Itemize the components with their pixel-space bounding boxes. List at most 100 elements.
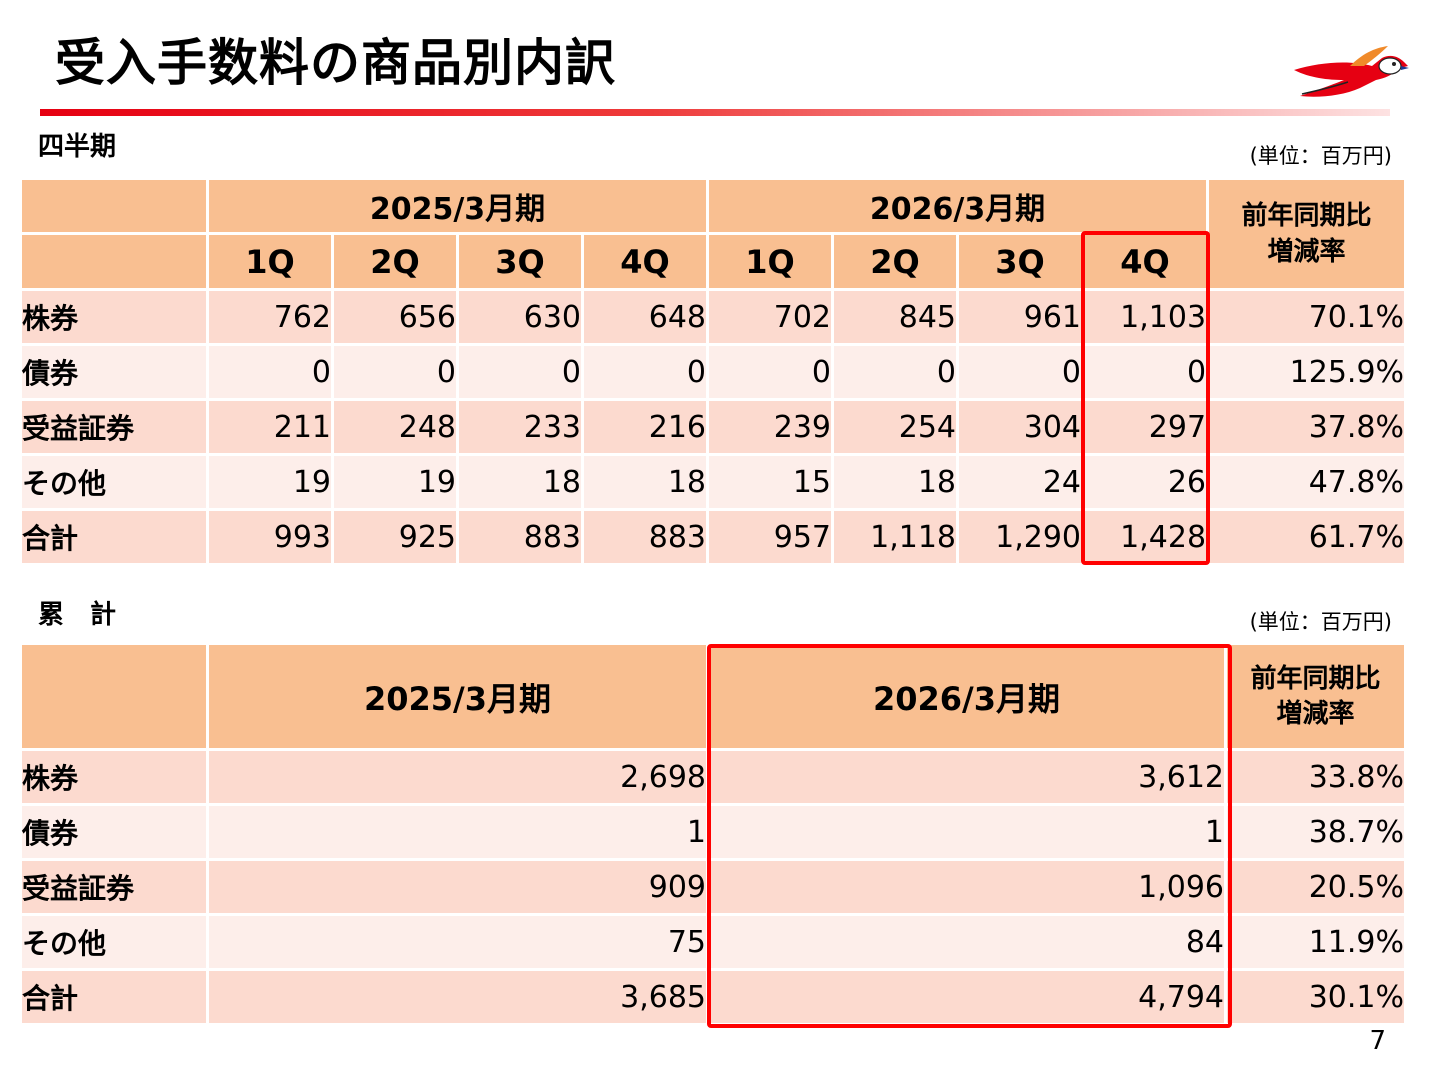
yoy-header-line2: 増減率 [1276, 698, 1355, 729]
table-cell: 1,290 [959, 511, 1085, 566]
row-label: 債券 [22, 806, 209, 861]
table-cell: 1,118 [834, 511, 960, 566]
table-cell: 702 [709, 291, 835, 346]
row-label: 株券 [22, 291, 209, 346]
table-cell: 297 [1084, 401, 1210, 456]
table-cell: 254 [834, 401, 960, 456]
table-cell: 961 [959, 291, 1085, 346]
row-label: 株券 [22, 751, 209, 806]
yoy-cell: 125.9% [1209, 346, 1408, 401]
table-cell: 19 [334, 456, 459, 511]
table-row: 合計 993 925 883 883 957 1,118 1,290 1,428… [22, 511, 1408, 566]
yoy-header: 前年同期比 増減率 [1227, 645, 1407, 751]
table-cell: 925 [334, 511, 459, 566]
row-label: その他 [22, 456, 209, 511]
table-cell: 216 [584, 401, 710, 456]
cumulative-table: 2025/3月期 2026/3月期 前年同期比 増減率 株券 2,698 3,6… [22, 645, 1407, 1026]
table-cell: 3,612 [709, 751, 1227, 806]
yoy-cell: 20.5% [1227, 861, 1407, 916]
table-cell: 1 [209, 806, 709, 861]
cumulative-unit-label: (単位：百万円) [1249, 610, 1392, 634]
table-cell: 0 [959, 346, 1085, 401]
quarter-header: 2Q [334, 235, 459, 291]
highlight-4q-column [1081, 231, 1210, 565]
yoy-header-line1: 前年同期比 [1250, 663, 1381, 694]
quarter-header: 2Q [834, 235, 960, 291]
table-cell: 75 [209, 916, 709, 971]
row-label: 合計 [22, 971, 209, 1026]
yoy-cell: 37.8% [1209, 401, 1408, 456]
yoy-header-line1: 前年同期比 [1241, 201, 1372, 231]
table-cell: 248 [334, 401, 459, 456]
yoy-cell: 33.8% [1227, 751, 1407, 806]
page-number: 7 [1369, 1026, 1386, 1056]
quarter-header: 4Q [1084, 235, 1210, 291]
table-cell: 18 [584, 456, 710, 511]
table-row: 受益証券 211 248 233 216 239 254 304 297 37.… [22, 401, 1408, 456]
table-cell: 993 [209, 511, 334, 566]
table-row: その他 75 84 11.9% [22, 916, 1407, 971]
table-cell: 304 [959, 401, 1085, 456]
quarterly-section-label: 四半期 [38, 132, 117, 162]
table-cell: 648 [584, 291, 710, 346]
row-label: 受益証券 [22, 861, 209, 916]
table-cell: 233 [459, 401, 584, 456]
yoy-cell: 11.9% [1227, 916, 1407, 971]
title-underline [40, 109, 1390, 116]
row-label: 合計 [22, 511, 209, 566]
table-cell: 909 [209, 861, 709, 916]
bird-logo-icon [1294, 46, 1409, 97]
table-cell: 2,698 [209, 751, 709, 806]
table-cell: 883 [459, 511, 584, 566]
period-header-2026: 2026/3月期 [709, 645, 1227, 751]
corner-header [22, 180, 209, 235]
table-cell: 630 [459, 291, 584, 346]
table-row: 受益証券 909 1,096 20.5% [22, 861, 1407, 916]
yoy-cell: 70.1% [1209, 291, 1408, 346]
yoy-cell: 30.1% [1227, 971, 1407, 1026]
yoy-cell: 61.7% [1209, 511, 1408, 566]
quarter-header: 4Q [584, 235, 710, 291]
page-title: 受入手数料の商品別内訳 [55, 34, 616, 92]
quarter-header: 1Q [709, 235, 835, 291]
table-cell: 19 [209, 456, 334, 511]
yoy-header-line2: 増減率 [1267, 237, 1346, 267]
yoy-cell: 38.7% [1227, 806, 1407, 861]
table-cell: 211 [209, 401, 334, 456]
period-header-2025: 2025/3月期 [209, 180, 710, 235]
table-cell: 0 [584, 346, 710, 401]
table-cell: 0 [209, 346, 334, 401]
quarter-header: 3Q [459, 235, 584, 291]
table-row: 株券 762 656 630 648 702 845 961 1,103 70.… [22, 291, 1408, 346]
table-cell: 883 [584, 511, 710, 566]
table-row: 債券 1 1 38.7% [22, 806, 1407, 861]
table-cell: 26 [1084, 456, 1210, 511]
table-cell: 18 [834, 456, 960, 511]
table-cell: 0 [459, 346, 584, 401]
table-row: 合計 3,685 4,794 30.1% [22, 971, 1407, 1026]
row-label: 債券 [22, 346, 209, 401]
highlight-2026-column [707, 644, 1232, 1028]
yoy-cell: 47.8% [1209, 456, 1408, 511]
table-cell: 84 [709, 916, 1227, 971]
table-cell: 0 [834, 346, 960, 401]
table-cell: 1,103 [1084, 291, 1210, 346]
table-cell: 239 [709, 401, 835, 456]
table-cell: 18 [459, 456, 584, 511]
table-cell: 1,096 [709, 861, 1227, 916]
quarterly-unit-label: (単位：百万円) [1249, 144, 1392, 168]
table-cell: 845 [834, 291, 960, 346]
table-row: その他 19 19 18 18 15 18 24 26 47.8% [22, 456, 1408, 511]
yoy-header: 前年同期比 増減率 [1209, 180, 1408, 291]
period-header-2026: 2026/3月期 [709, 180, 1210, 235]
table-cell: 15 [709, 456, 835, 511]
corner-header [22, 645, 209, 751]
table-cell: 0 [334, 346, 459, 401]
table-cell: 656 [334, 291, 459, 346]
table-cell: 24 [959, 456, 1085, 511]
table-cell: 3,685 [209, 971, 709, 1026]
table-cell: 957 [709, 511, 835, 566]
table-cell: 4,794 [709, 971, 1227, 1026]
period-header-2025: 2025/3月期 [209, 645, 709, 751]
row-label: その他 [22, 916, 209, 971]
